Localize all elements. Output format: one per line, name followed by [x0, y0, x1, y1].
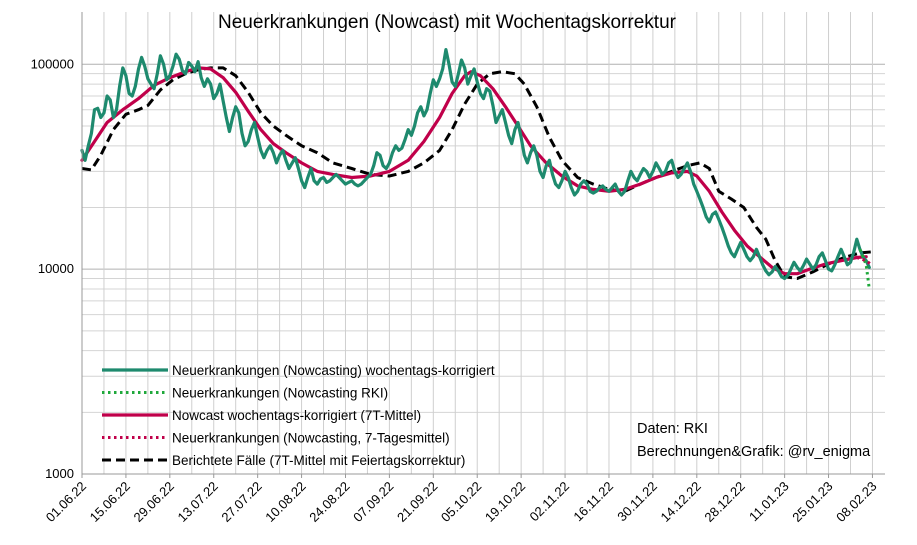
legend-label: Neuerkrankungen (Nowcasting, 7-Tagesmitt… — [172, 431, 450, 446]
y-tick-label: 10000 — [38, 261, 74, 276]
legend-label: Neuerkrankungen (Nowcasting) wochentags-… — [172, 363, 495, 378]
legend-label: Nowcast wochentags-korrigiert (7T-Mittel… — [172, 408, 421, 423]
legend: Neuerkrankungen (Nowcasting) wochentags-… — [102, 363, 495, 468]
series-line-1 — [80, 48, 871, 281]
chart-title: Neuerkrankungen (Nowcast) mit Wochentags… — [218, 12, 677, 33]
legend-label: Berichtete Fälle (7T-Mittel mit Feiertag… — [172, 453, 465, 468]
y-tick-label: 1000 — [45, 466, 74, 481]
data-source-note: Daten: RKI — [637, 421, 708, 437]
series-line-3 — [80, 66, 868, 276]
legend-label: Neuerkrankungen (Nowcasting RKI) — [172, 386, 388, 401]
series-layer — [80, 48, 876, 290]
y-tick-label: 100000 — [31, 56, 74, 71]
credits-note: Berechnungen&Grafik: @rv_enigma — [637, 444, 871, 460]
